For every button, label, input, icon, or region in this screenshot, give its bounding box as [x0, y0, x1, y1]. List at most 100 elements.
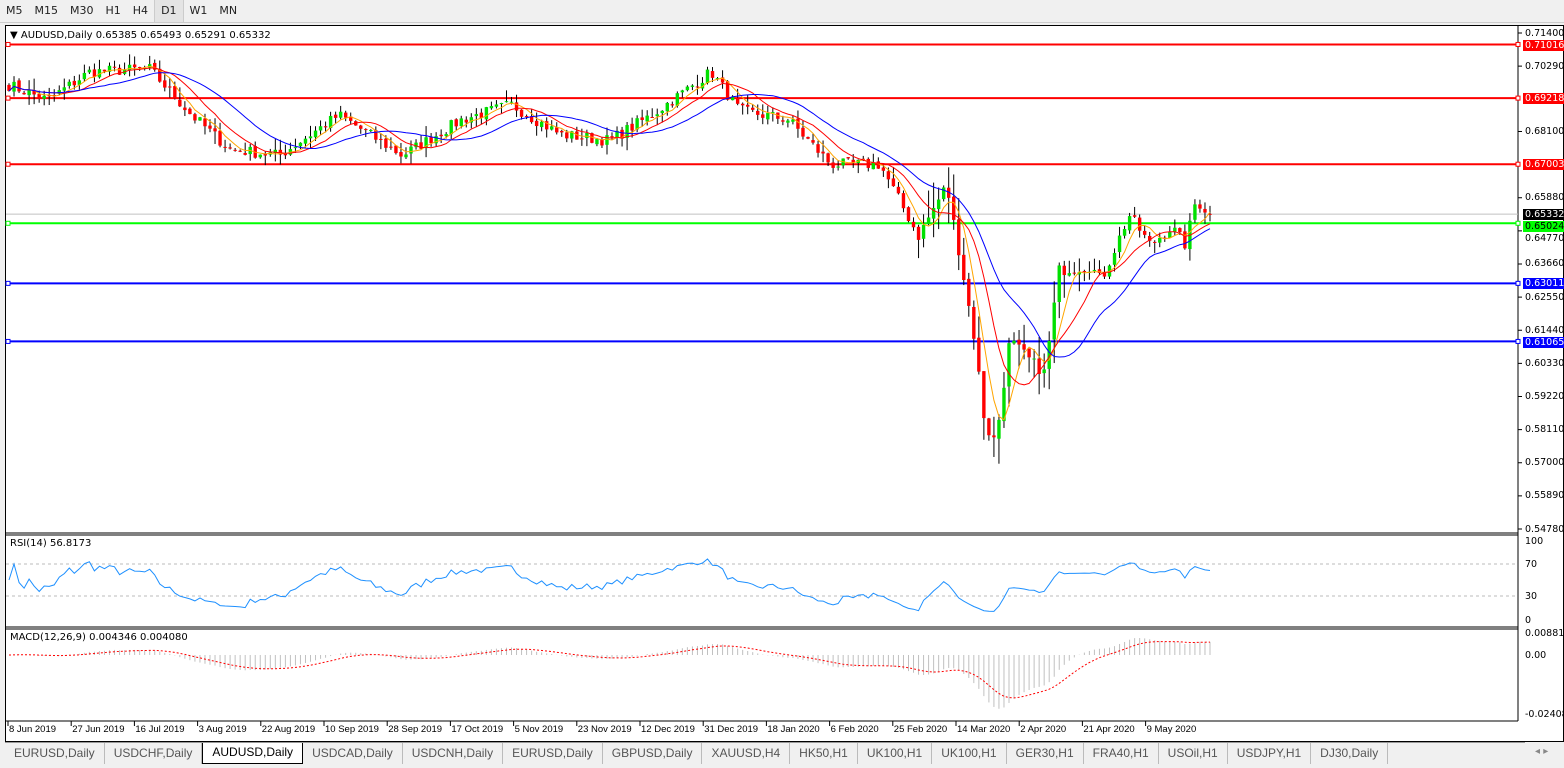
rsi-line — [8, 558, 1211, 612]
macd-label: MACD(12,26,9) 0.004346 0.004080 — [10, 632, 188, 643]
bull-candle — [97, 69, 102, 78]
bear-candle — [695, 86, 700, 88]
line-handle — [1515, 280, 1521, 286]
timeframe-mn[interactable]: MN — [219, 4, 238, 17]
chart-tab[interactable]: EURUSD,Daily — [503, 743, 603, 764]
bear-candle — [374, 130, 378, 140]
bear-candle — [384, 138, 388, 148]
bull-candle — [1002, 387, 1006, 422]
chart-tab[interactable]: USDJPY,H1 — [1228, 743, 1312, 764]
chart-tab[interactable]: AUDUSD,Daily — [202, 743, 304, 764]
bear-candle — [630, 123, 634, 131]
bear-candle — [610, 136, 614, 138]
bear-candle — [962, 254, 966, 280]
bull-candle — [82, 72, 87, 80]
bull-candle — [766, 113, 770, 120]
chart-tab[interactable]: USDCHF,Daily — [105, 743, 203, 764]
bear-candle — [208, 125, 212, 129]
line-handle — [1515, 220, 1521, 226]
bear-candle — [213, 128, 217, 132]
timeframe-d1[interactable]: D1 — [154, 0, 184, 22]
chart-window[interactable] — [5, 25, 1564, 742]
bear-candle — [1208, 213, 1212, 215]
bull-candle — [635, 118, 639, 130]
date-axis-label: 16 Jul 2019 — [135, 724, 185, 735]
bear-candle — [178, 99, 182, 107]
tab-scroll-arrows[interactable]: ◂ ▸ — [1535, 746, 1549, 757]
bear-candle — [72, 80, 77, 86]
bull-candle — [127, 64, 132, 71]
chart-tab[interactable]: HK50,H1 — [790, 743, 858, 764]
bull-candle — [836, 166, 840, 168]
bear-candle — [544, 121, 549, 130]
bull-candle — [705, 69, 710, 84]
timeframe-m5[interactable]: M5 — [6, 4, 23, 17]
bear-candle — [1097, 269, 1102, 273]
bear-candle — [283, 153, 288, 156]
chart-tab[interactable]: USDCNH,Daily — [403, 743, 504, 764]
current-price-tag: 0.65332 — [1523, 208, 1564, 220]
chart-tab[interactable]: XAUUSD,H4 — [702, 743, 791, 764]
timeframe-h1[interactable]: H1 — [105, 4, 121, 17]
timeframe-m30[interactable]: M30 — [70, 4, 94, 17]
bear-candle — [112, 66, 117, 68]
bear-candle — [534, 120, 539, 127]
bear-candle — [977, 337, 981, 372]
bear-candle — [906, 207, 911, 222]
bull-candle — [1032, 358, 1036, 360]
macd-signal-line — [8, 641, 1211, 699]
date-axis-label: 8 Jun 2019 — [9, 724, 57, 735]
fast-ma-line — [8, 65, 1211, 421]
bear-candle — [735, 97, 740, 104]
bull-candle — [680, 90, 685, 93]
bear-candle — [710, 71, 715, 78]
bear-candle — [454, 119, 458, 127]
bull-candle — [42, 95, 46, 99]
date-axis-label: 22 Aug 2019 — [261, 724, 316, 735]
chart-tab[interactable]: GER30,H1 — [1007, 743, 1084, 764]
bear-candle — [982, 371, 986, 419]
chart-tab[interactable]: USOil,H1 — [1159, 743, 1228, 764]
chart-tab[interactable]: FRA40,H1 — [1084, 743, 1159, 764]
bear-candle — [806, 136, 810, 139]
date-axis-label: 21 Apr 2020 — [1083, 724, 1135, 735]
bear-candle — [1102, 271, 1107, 277]
bear-candle — [1072, 272, 1077, 274]
chart-header: ▼ AUDUSD,Daily 0.65385 0.65493 0.65291 0… — [10, 30, 271, 41]
chart-tab[interactable]: UK100,H1 — [858, 743, 933, 764]
bear-candle — [901, 193, 906, 209]
bull-candle — [585, 132, 589, 139]
chart-tab[interactable]: DJ30,Daily — [1311, 743, 1389, 764]
bear-candle — [389, 146, 393, 148]
timeframe-h4[interactable]: H4 — [132, 4, 149, 17]
bull-candle — [313, 130, 318, 138]
bear-candle — [429, 137, 433, 144]
line-handle — [5, 280, 11, 286]
slow-ma-line — [8, 72, 1211, 358]
bull-candle — [941, 187, 946, 200]
chart-tab[interactable]: EURUSD,Daily — [5, 743, 105, 764]
bear-candle — [751, 107, 755, 110]
chart-tab[interactable]: GBPUSD,Daily — [603, 743, 703, 764]
level-price-tag: 0.63011 — [1523, 277, 1564, 289]
bull-candle — [1117, 235, 1122, 253]
chart-tab[interactable]: USDCAD,Daily — [303, 743, 403, 764]
bull-candle — [539, 121, 544, 128]
bull-candle — [404, 154, 408, 158]
bull-candle — [660, 110, 664, 114]
timeframe-m15[interactable]: M15 — [34, 4, 59, 17]
bull-candle — [474, 114, 479, 117]
chart-tab[interactable]: UK100,H1 — [932, 743, 1007, 764]
bear-candle — [1027, 348, 1031, 358]
timeframe-w1[interactable]: W1 — [189, 4, 208, 17]
bear-candle — [92, 69, 97, 77]
price-axis-label: 0.55890 — [1525, 490, 1564, 502]
bear-candle — [620, 129, 624, 139]
bull-candle — [509, 101, 514, 103]
bull-candle — [484, 107, 489, 120]
bear-candle — [861, 158, 865, 160]
bull-candle — [414, 142, 418, 148]
macd-axis-label: 0.00 — [1525, 649, 1547, 661]
bull-candle — [1168, 231, 1172, 238]
